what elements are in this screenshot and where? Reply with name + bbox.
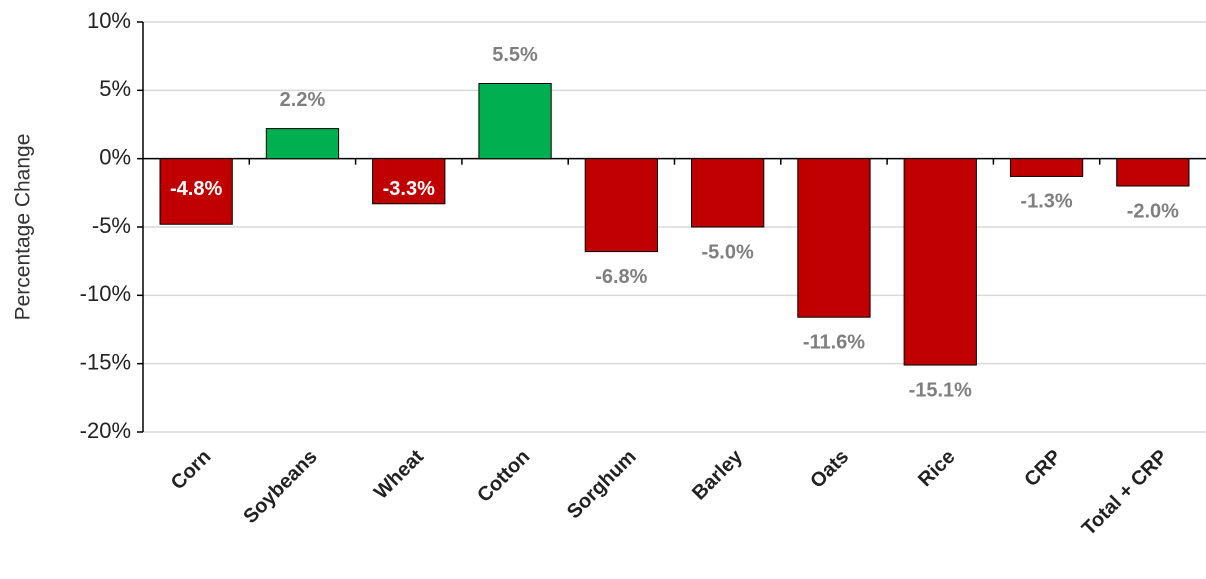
x-tick-label: Corn: [167, 446, 216, 495]
x-tick-label: Rice: [914, 446, 959, 491]
y-tick-label: -5%: [92, 213, 131, 238]
x-tick-label: Oats: [806, 446, 853, 493]
y-tick-label: 5%: [99, 76, 131, 101]
x-tick-label: Barley: [688, 445, 747, 504]
x-tick-label: Cotton: [473, 446, 534, 507]
y-tick-label: -15%: [80, 349, 131, 374]
x-tick-label: Total + CRP: [1078, 446, 1172, 540]
x-tick-label: Wheat: [370, 445, 428, 503]
bar: [372, 158, 446, 205]
x-tick-label: Sorghum: [563, 446, 641, 524]
bar: [584, 158, 658, 253]
value-label: -11.6%: [803, 331, 865, 353]
value-label: -15.1%: [909, 379, 973, 401]
y-tick-label: 10%: [87, 8, 131, 33]
y-axis-title: Percentage Change: [12, 134, 35, 321]
value-label: -3.3%: [383, 178, 435, 200]
bar: [691, 158, 765, 228]
value-label: -2.0%: [1127, 200, 1179, 222]
value-label: -5.0%: [702, 241, 754, 263]
x-tick-label: CRP: [1020, 446, 1065, 491]
value-label: 5.5%: [492, 44, 538, 66]
bar: [903, 158, 977, 366]
y-tick-label: 0%: [99, 144, 131, 169]
value-label: 2.2%: [280, 89, 326, 111]
bar: [1116, 158, 1190, 187]
bar: [478, 83, 552, 160]
y-tick-label: -10%: [80, 281, 131, 306]
x-tick-label: Soybeans: [239, 446, 321, 528]
bar: [265, 128, 340, 160]
y-tick-label: -20%: [80, 418, 131, 443]
bar: [159, 158, 233, 225]
value-label: -1.3%: [1020, 191, 1072, 213]
value-label: -6.8%: [595, 266, 647, 288]
value-label: -4.8%: [170, 178, 222, 200]
bar: [1009, 158, 1084, 177]
bar: [797, 158, 871, 318]
